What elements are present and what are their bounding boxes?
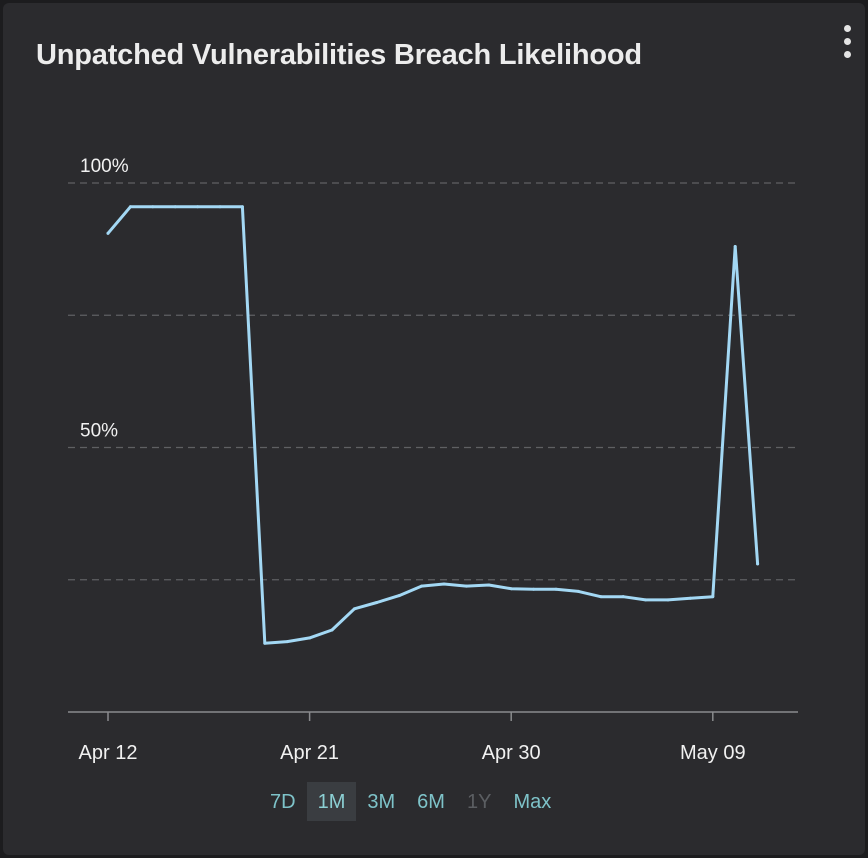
x-axis: Apr 12 Apr 21 Apr 30 May 09 [68,711,798,764]
data-point [644,598,648,602]
x-tick-label-1: Apr 21 [280,742,339,764]
data-point [196,205,200,209]
x-tick-label-3: May 09 [680,742,746,764]
range-6m[interactable]: 6M [417,791,445,813]
range-1y: 1Y [466,791,492,813]
x-tick-label-2: Apr 30 [482,742,541,764]
data-point [711,595,715,599]
grid-layer: 100% 50% [68,156,798,581]
data-point [240,205,244,209]
data-point [308,636,312,640]
data-point [263,641,267,645]
data-point [442,582,446,586]
data-point [375,600,379,604]
data-point [666,598,670,602]
data-point [106,231,110,235]
data-point [532,587,536,591]
data-point [688,596,692,600]
range-3m[interactable]: 3M [367,791,396,813]
data-point [576,589,580,593]
data-point [420,584,424,588]
data-point [756,562,760,566]
data-point [151,205,155,209]
data-point [285,640,289,644]
data-point [330,628,334,632]
data-point [621,595,625,599]
time-range-selector: 7D 1M 3M 6M 1Y Max [259,782,562,821]
data-point [218,205,222,209]
chart-card: Unpatched Vulnerabilities Breach Likelih… [3,3,865,855]
data-point [599,595,603,599]
data-point [487,583,491,587]
data-point [464,584,468,588]
range-max[interactable]: Max [513,791,552,813]
y-tick-label-0: 100% [80,156,129,177]
range-1m[interactable]: 1M [306,782,357,821]
data-point [509,587,513,591]
series-layer [106,205,760,645]
data-point [128,205,132,209]
series-line-0 [106,205,760,645]
data-point [173,205,177,209]
data-point [554,587,558,591]
x-tick-label-0: Apr 12 [79,742,138,764]
y-tick-label-1: 50% [80,421,118,442]
data-point [397,594,401,598]
range-7d[interactable]: 7D [270,791,296,813]
data-point [352,607,356,611]
data-point [733,244,737,248]
more-vertical-icon[interactable] [838,25,858,59]
card-title: Unpatched Vulnerabilities Breach Likelih… [36,39,642,71]
